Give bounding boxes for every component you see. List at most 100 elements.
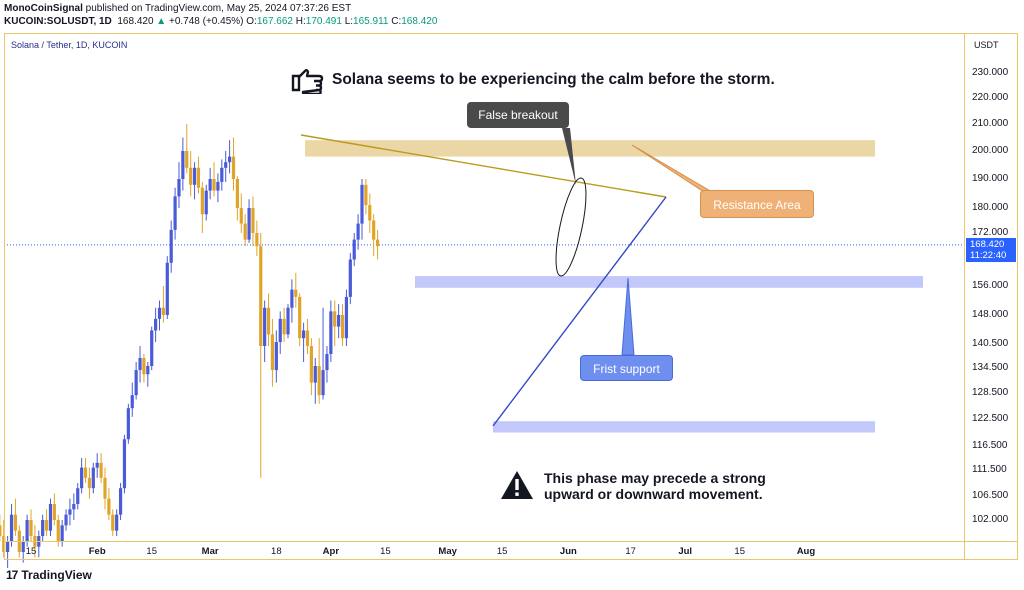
candle-body [368, 205, 372, 221]
price-axis-divider [964, 33, 965, 560]
candle-body [356, 223, 360, 240]
price-tick-label: 230.000 [972, 67, 1009, 78]
close-value: 168.420 [401, 16, 438, 27]
phase-text-line2: upward or downward movement. [544, 486, 763, 502]
candle-body [76, 488, 80, 504]
price-tick-label: 116.500 [972, 440, 1008, 451]
currency-label[interactable]: USDT [974, 40, 999, 50]
price-tick-label: 106.500 [972, 490, 1009, 501]
price-tick-label: 200.000 [972, 145, 1009, 156]
resistance-label: Resistance Area [713, 198, 801, 212]
time-tick-label: Aug [796, 546, 816, 557]
price-tick-label: 148.000 [972, 309, 1009, 320]
candle-body [126, 408, 130, 440]
candle-body [340, 315, 345, 339]
ohlc-header: KUCOIN:SOLUSDT, 1D 168.420 ▲ +0.748 (+0.… [4, 16, 437, 27]
candle-body [130, 395, 134, 409]
candle-body [317, 366, 321, 396]
price-tick-label: 210.000 [972, 118, 1009, 129]
close-label: C: [391, 16, 402, 27]
candle-body [142, 358, 146, 375]
candle-body [208, 179, 212, 191]
candle-body [196, 167, 201, 188]
price-tick-label: 220.000 [972, 92, 1009, 103]
candle-body [321, 370, 325, 396]
candle-body [56, 520, 60, 542]
chart-legend[interactable]: Solana / Tether, 1D, KUCOIN [11, 40, 128, 50]
lower-support-zone [493, 421, 875, 433]
candle-body [278, 318, 282, 343]
support-callout[interactable]: Frist support [580, 355, 673, 381]
candle-body [115, 514, 119, 531]
warning-icon [501, 471, 533, 499]
candle-body [239, 208, 243, 224]
low-label: L: [344, 16, 354, 27]
high-label: H: [295, 16, 306, 27]
false-breakout-pointer [562, 128, 576, 185]
candle-body [263, 307, 267, 346]
candle-body [118, 488, 123, 515]
candle-body [337, 315, 341, 327]
candle-body [352, 239, 356, 260]
candle-body [87, 477, 92, 489]
false-breakout-callout[interactable]: False breakout [467, 102, 569, 128]
candle-body [200, 187, 204, 215]
price-tick-label: 172.000 [972, 227, 1009, 238]
candle-body [60, 525, 64, 542]
published-text: published on TradingView.com, May 25, 20… [85, 3, 352, 14]
tradingview-footer[interactable]: 17 TradingView [6, 568, 92, 582]
price-tick-label: 128.500 [972, 387, 1009, 398]
candle-body [9, 514, 14, 542]
price-tick-label: 190.000 [972, 173, 1009, 184]
price-change: +0.748 (+0.45%) [168, 16, 244, 27]
candle-body [224, 162, 228, 168]
candle-body [173, 196, 177, 230]
candle-body [169, 229, 173, 263]
time-tick-label: 15 [25, 546, 37, 557]
candle-body [64, 514, 68, 526]
candle-body [212, 179, 216, 191]
tradingview-logo-icon: 17 [6, 568, 18, 582]
candle-body [68, 509, 72, 515]
lower-trendline [492, 196, 667, 427]
candle-body [134, 370, 138, 396]
candle-body [83, 467, 88, 478]
publisher-name[interactable]: MonoCoinSignal [4, 3, 83, 14]
symbol-label: KUCOIN:SOLUSDT, 1D [4, 16, 112, 27]
time-tick-label: 15 [734, 546, 746, 557]
open-value: 167.662 [256, 16, 293, 27]
candle-body [13, 514, 18, 531]
price-tick-label: 102.000 [972, 514, 1009, 525]
time-tick-label: 18 [271, 546, 282, 557]
candle-body [204, 190, 208, 215]
candle-body [181, 151, 185, 179]
bar-countdown: 11:22:40 [970, 250, 1007, 261]
candle-body [0, 525, 2, 536]
candle-body [231, 156, 236, 179]
candle-body [333, 311, 337, 327]
price-tick-label: 180.000 [972, 202, 1009, 213]
candle-body [122, 439, 127, 489]
candle-body [111, 514, 115, 531]
candle-body [103, 477, 107, 499]
candle-body [2, 536, 6, 552]
candle-body [146, 366, 150, 375]
candle-body [298, 296, 302, 339]
resistance-zone [305, 140, 875, 157]
headline-annotation[interactable]: Solana seems to be experiencing the calm… [290, 66, 775, 94]
candle-body [243, 223, 247, 240]
candle-body [220, 167, 224, 182]
resistance-callout[interactable]: Resistance Area [700, 190, 814, 218]
last-price-tag-value: 168.420 [970, 239, 1005, 250]
candle-body [372, 220, 376, 240]
candle-body [344, 296, 349, 339]
candle-body [91, 467, 95, 489]
candle-body [72, 504, 76, 510]
change-arrow-icon: ▲ [156, 16, 167, 27]
candle-body [301, 330, 306, 339]
first-support-zone [415, 276, 923, 288]
phase-annotation[interactable]: This phase may precede a strong upward o… [500, 470, 766, 502]
candle-body [29, 520, 33, 536]
candle-body [290, 289, 294, 308]
candle-body [375, 239, 380, 247]
